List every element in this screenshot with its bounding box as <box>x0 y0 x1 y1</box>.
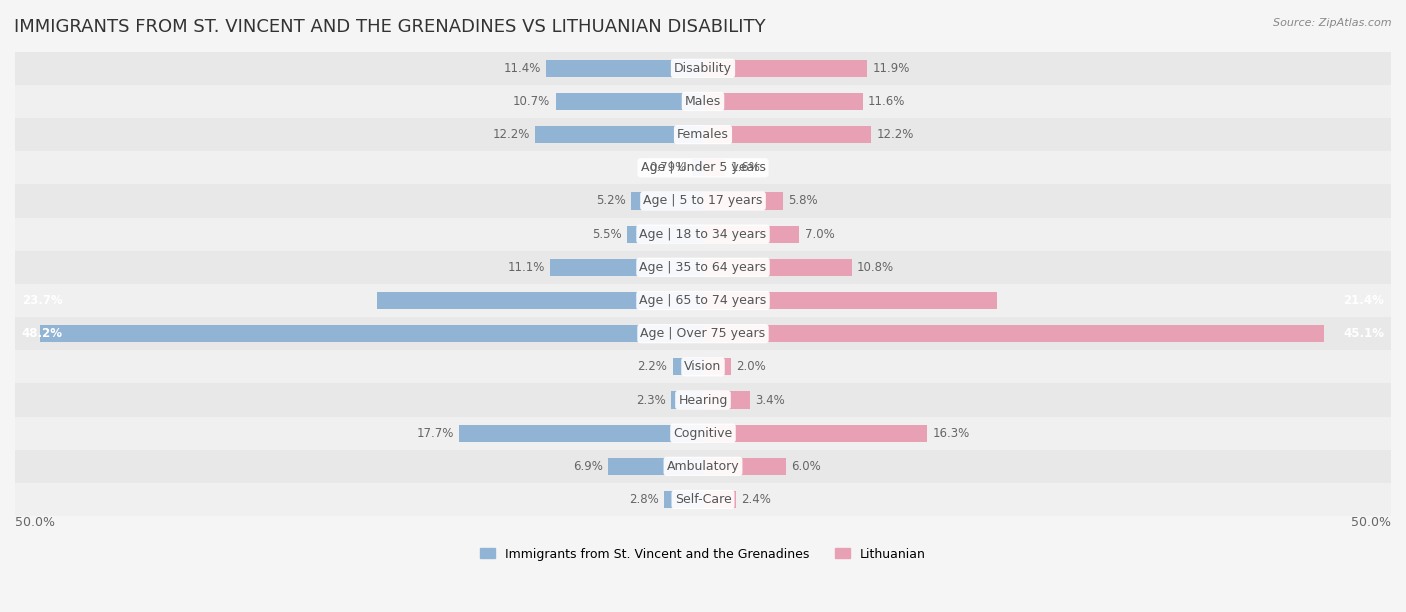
Text: Age | Under 5 years: Age | Under 5 years <box>641 162 765 174</box>
Bar <box>15 218 1391 251</box>
Text: Vision: Vision <box>685 360 721 373</box>
Text: 0.79%: 0.79% <box>650 162 686 174</box>
Bar <box>15 251 1391 284</box>
Text: 50.0%: 50.0% <box>1351 516 1391 529</box>
Bar <box>460 425 703 442</box>
Text: 7.0%: 7.0% <box>804 228 835 241</box>
Bar <box>555 93 703 110</box>
Bar <box>377 292 703 309</box>
Text: 45.1%: 45.1% <box>1343 327 1384 340</box>
Text: 23.7%: 23.7% <box>22 294 63 307</box>
Text: Males: Males <box>685 95 721 108</box>
Text: 11.4%: 11.4% <box>503 62 541 75</box>
Bar <box>536 126 703 143</box>
Bar <box>15 184 1391 218</box>
Text: Age | 5 to 17 years: Age | 5 to 17 years <box>644 195 762 207</box>
Bar <box>15 417 1391 450</box>
Bar <box>15 52 1391 85</box>
Text: Hearing: Hearing <box>678 394 728 406</box>
Text: 48.2%: 48.2% <box>22 327 63 340</box>
Bar <box>703 259 852 276</box>
Bar <box>627 226 703 243</box>
Bar <box>15 85 1391 118</box>
Text: Disability: Disability <box>673 62 733 75</box>
Text: 2.4%: 2.4% <box>741 493 772 506</box>
Text: 12.2%: 12.2% <box>492 128 530 141</box>
Bar <box>39 325 703 342</box>
Bar <box>703 93 863 110</box>
Bar <box>15 151 1391 184</box>
Text: 12.2%: 12.2% <box>876 128 914 141</box>
Text: Self-Care: Self-Care <box>675 493 731 506</box>
Bar <box>703 491 735 508</box>
Text: 2.8%: 2.8% <box>630 493 659 506</box>
Bar <box>703 192 783 209</box>
Text: Source: ZipAtlas.com: Source: ZipAtlas.com <box>1274 18 1392 28</box>
Text: 10.7%: 10.7% <box>513 95 550 108</box>
Text: Age | Over 75 years: Age | Over 75 years <box>641 327 765 340</box>
Bar <box>15 384 1391 417</box>
Bar <box>15 483 1391 516</box>
Text: 5.2%: 5.2% <box>596 195 626 207</box>
Bar <box>703 126 870 143</box>
Bar <box>665 491 703 508</box>
Bar <box>546 60 703 77</box>
Bar <box>672 358 703 375</box>
Text: 50.0%: 50.0% <box>15 516 55 529</box>
Text: 5.5%: 5.5% <box>592 228 621 241</box>
Bar <box>692 159 703 176</box>
Text: 16.3%: 16.3% <box>932 427 970 439</box>
Text: 11.1%: 11.1% <box>508 261 544 274</box>
Text: 6.9%: 6.9% <box>572 460 603 473</box>
Bar <box>703 458 786 475</box>
Text: Females: Females <box>678 128 728 141</box>
Text: Cognitive: Cognitive <box>673 427 733 439</box>
Bar <box>703 226 800 243</box>
Bar <box>631 192 703 209</box>
Bar <box>703 358 731 375</box>
Text: 11.6%: 11.6% <box>868 95 905 108</box>
Bar <box>15 317 1391 350</box>
Bar <box>703 292 997 309</box>
Bar <box>607 458 703 475</box>
Text: Ambulatory: Ambulatory <box>666 460 740 473</box>
Bar <box>703 60 866 77</box>
Bar <box>703 159 725 176</box>
Bar <box>671 392 703 409</box>
Bar <box>15 350 1391 384</box>
Text: 17.7%: 17.7% <box>416 427 454 439</box>
Bar <box>703 325 1323 342</box>
Text: Age | 35 to 64 years: Age | 35 to 64 years <box>640 261 766 274</box>
Text: 11.9%: 11.9% <box>872 62 910 75</box>
Text: 2.2%: 2.2% <box>637 360 668 373</box>
Bar <box>15 284 1391 317</box>
Bar <box>703 425 928 442</box>
Bar <box>15 450 1391 483</box>
Text: 5.8%: 5.8% <box>789 195 818 207</box>
Bar <box>703 392 749 409</box>
Bar <box>15 118 1391 151</box>
Text: 10.8%: 10.8% <box>858 261 894 274</box>
Text: 3.4%: 3.4% <box>755 394 785 406</box>
Text: 2.0%: 2.0% <box>735 360 766 373</box>
Text: Age | 18 to 34 years: Age | 18 to 34 years <box>640 228 766 241</box>
Text: 21.4%: 21.4% <box>1343 294 1384 307</box>
Legend: Immigrants from St. Vincent and the Grenadines, Lithuanian: Immigrants from St. Vincent and the Gren… <box>475 543 931 565</box>
Text: 1.6%: 1.6% <box>731 162 761 174</box>
Bar <box>550 259 703 276</box>
Text: IMMIGRANTS FROM ST. VINCENT AND THE GRENADINES VS LITHUANIAN DISABILITY: IMMIGRANTS FROM ST. VINCENT AND THE GREN… <box>14 18 766 36</box>
Text: Age | 65 to 74 years: Age | 65 to 74 years <box>640 294 766 307</box>
Text: 2.3%: 2.3% <box>636 394 666 406</box>
Text: 6.0%: 6.0% <box>792 460 821 473</box>
